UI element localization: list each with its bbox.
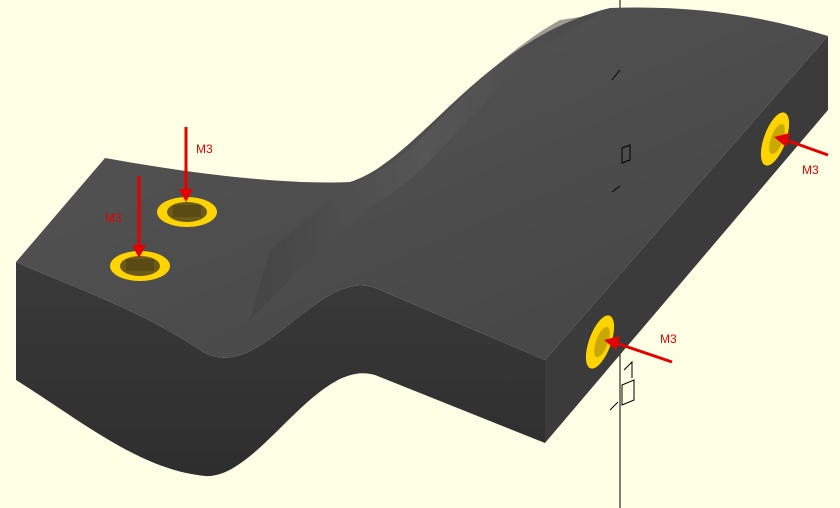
arrow-top-2 — [132, 176, 146, 258]
model-top-face — [16, 7, 828, 360]
arrow-top-1 — [179, 127, 193, 202]
arrow-side-1 — [774, 133, 829, 157]
arrow-side-2 — [604, 336, 673, 364]
axis-marks — [609, 69, 635, 411]
hole-top-1[interactable] — [157, 197, 217, 227]
model-front-face — [16, 262, 545, 477]
hole-top-2[interactable] — [110, 251, 170, 281]
label-m3-top-1: M3 — [196, 142, 213, 156]
label-m3-side-2: M3 — [660, 332, 677, 346]
hole-side-2[interactable] — [580, 312, 620, 372]
label-m3-top-2: M3 — [105, 211, 122, 225]
label-m3-side-1: M3 — [802, 163, 819, 177]
